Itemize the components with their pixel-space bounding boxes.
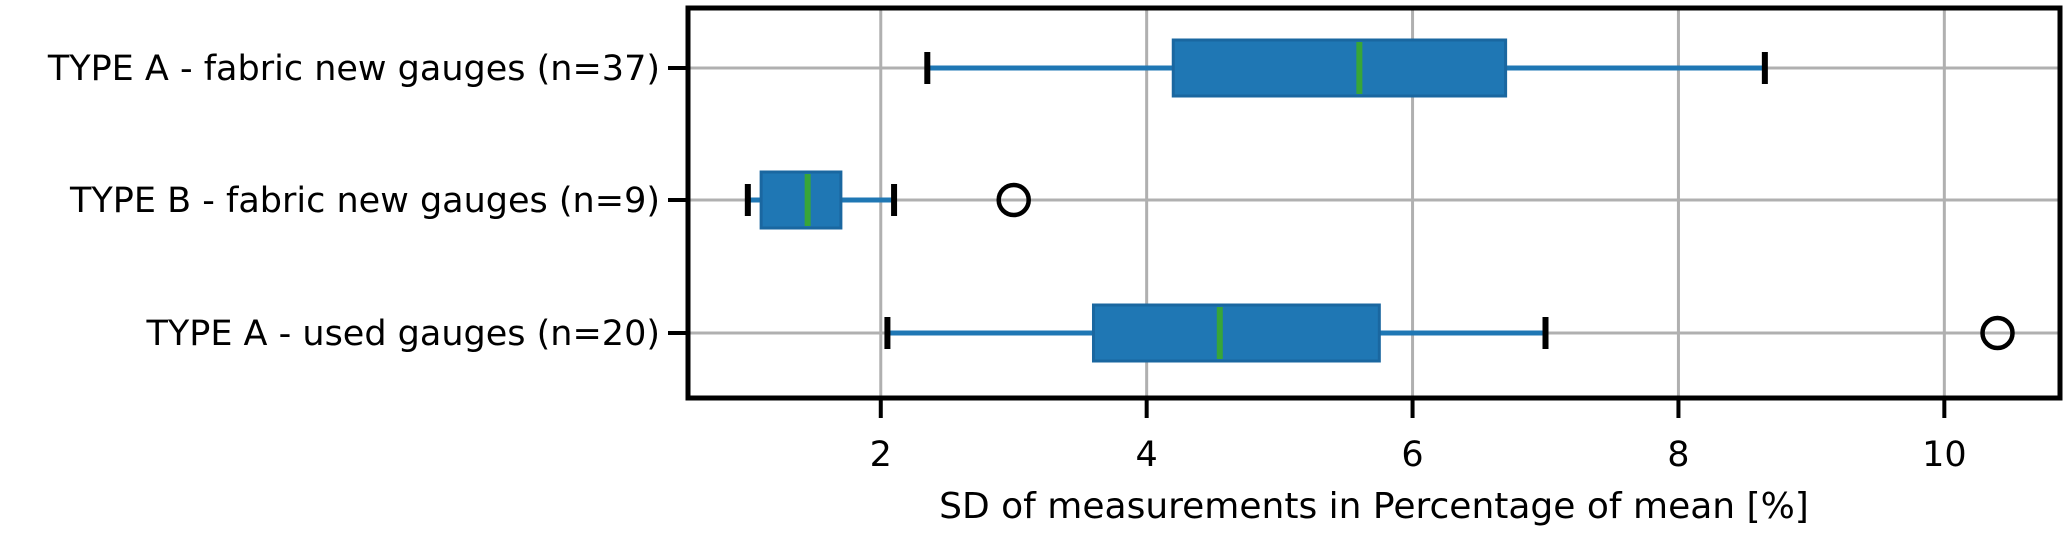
outlier-marker (1980, 315, 2015, 351)
x-tick-label: 6 (1401, 435, 1423, 475)
box-rect (759, 170, 843, 230)
category-label: TYPE B - fabric new gauges (n=9) (69, 181, 660, 221)
outlier-marker (996, 182, 1031, 218)
category-label: TYPE A - fabric new gauges (n=37) (47, 49, 660, 89)
box-row (744, 170, 1031, 230)
x-tick-label: 10 (1922, 435, 1967, 475)
x-axis-label: SD of measurements in Percentage of mean… (939, 486, 1809, 527)
x-tick-label: 8 (1667, 435, 1689, 475)
box-rect (1091, 303, 1381, 363)
category-label: TYPE A - used gauges (n=20) (145, 314, 660, 354)
box-row (924, 38, 1768, 98)
data-layer (744, 38, 2015, 363)
text-layer: 2 4 6 8 10 TYPE A - fabric new gauges (n=37) T… (47, 49, 1967, 527)
box-row (884, 303, 2015, 363)
plot-frame (685, 5, 2063, 401)
frame-layer (668, 5, 2063, 418)
x-tick-label: 4 (1136, 435, 1158, 475)
box-rect (1171, 38, 1508, 98)
x-tick-label: 2 (870, 435, 892, 475)
